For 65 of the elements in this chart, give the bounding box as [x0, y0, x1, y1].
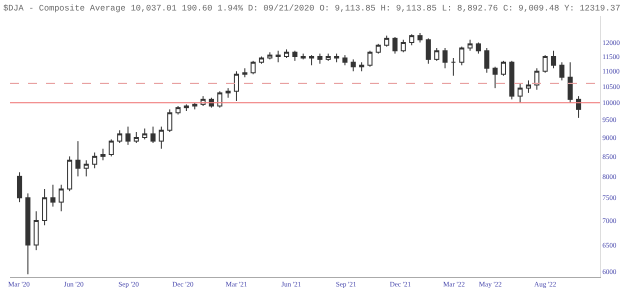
candlestick — [542, 54, 548, 74]
candlestick — [450, 57, 456, 76]
candlestick — [234, 70, 240, 102]
candlestick — [267, 52, 272, 60]
candlestick — [518, 82, 523, 104]
candlestick — [50, 184, 56, 208]
candlestick — [384, 35, 390, 48]
candlestick — [468, 39, 473, 52]
candlestick — [100, 148, 106, 161]
candlestick — [84, 160, 89, 177]
candlestick — [342, 54, 348, 66]
candlestick — [492, 66, 498, 89]
candlestick — [417, 32, 423, 43]
candlestick — [134, 132, 139, 144]
candlestick — [67, 156, 72, 192]
candlestick — [125, 126, 131, 146]
candlestick — [309, 54, 314, 66]
candlestick — [142, 128, 148, 140]
candlestick — [359, 62, 364, 72]
candlestick — [75, 140, 80, 177]
candlestick — [167, 108, 172, 133]
candlestick — [276, 50, 281, 63]
candlestick — [400, 39, 406, 53]
candlestick — [476, 42, 481, 54]
candlestick — [392, 36, 398, 54]
candlestick — [58, 184, 64, 212]
candlestick — [317, 53, 322, 64]
candlestick — [434, 48, 440, 62]
candlestick — [176, 106, 181, 115]
candlestick — [300, 53, 306, 60]
candlestick — [284, 48, 290, 58]
candlestick — [500, 60, 506, 76]
candlestick — [250, 60, 256, 75]
candlestick — [25, 192, 30, 275]
candlestick — [117, 130, 122, 144]
candlestick — [42, 188, 48, 226]
candlestick — [559, 62, 564, 81]
candlestick — [376, 43, 381, 54]
candlestick — [292, 50, 298, 62]
candlestick — [150, 126, 156, 144]
candlestick — [409, 34, 414, 46]
candlestick — [484, 48, 490, 74]
candlestick — [367, 50, 372, 68]
candlestick — [568, 62, 573, 104]
candlestick — [34, 210, 39, 251]
candlestick — [184, 104, 189, 112]
candlestick — [158, 126, 164, 150]
candlestick — [242, 68, 248, 78]
candlestick — [92, 152, 98, 169]
candlestick — [509, 60, 514, 100]
candlestick — [550, 50, 556, 69]
candlestick — [459, 46, 464, 66]
candlestick — [326, 53, 331, 62]
candlestick — [16, 172, 22, 203]
candlestick — [258, 56, 264, 64]
candlestick — [526, 80, 532, 94]
candlestick — [217, 90, 222, 108]
candlestick — [108, 138, 114, 157]
chart-title: $DJA - Composite Average 10,037.01 190.60 1.94% D: 09/21/2020 O: 9,113.85 H: 9,113.85 L: 8,892.76 C: 9,009.48 Y: 12319.37 — [3, 3, 620, 14]
candlestick — [442, 48, 448, 69]
candlestick — [350, 58, 356, 72]
candlestick — [334, 53, 340, 63]
candlestick — [226, 88, 231, 98]
candlestick — [534, 68, 540, 90]
candlestick — [426, 38, 431, 64]
